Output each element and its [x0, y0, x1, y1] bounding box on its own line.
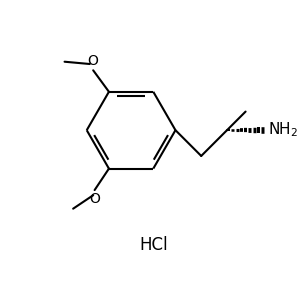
Text: O: O	[88, 54, 99, 68]
Text: O: O	[89, 192, 100, 206]
Text: HCl: HCl	[140, 236, 168, 254]
Text: NH$_2$: NH$_2$	[268, 120, 298, 139]
